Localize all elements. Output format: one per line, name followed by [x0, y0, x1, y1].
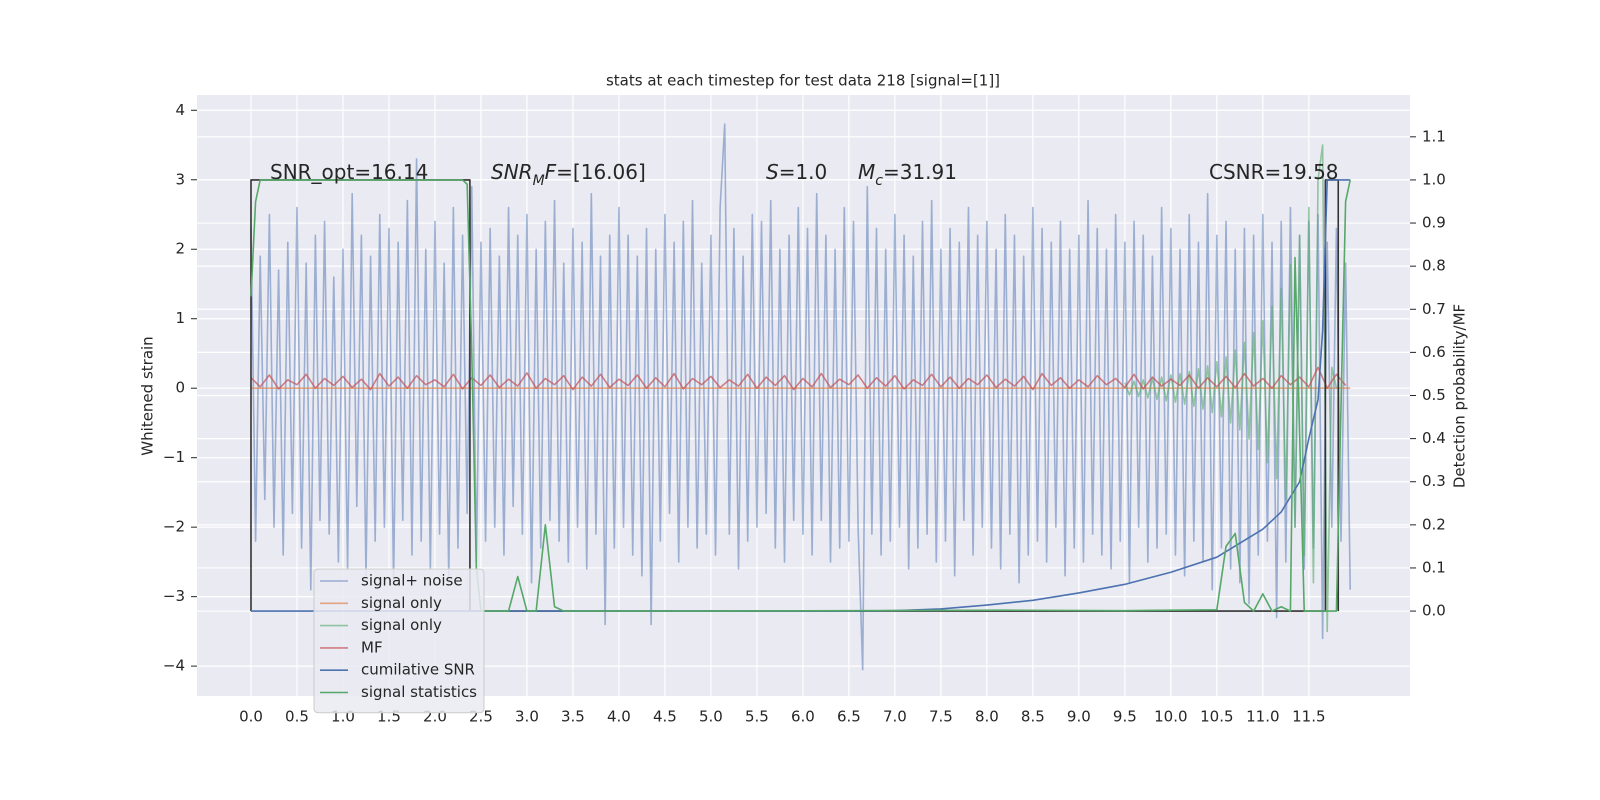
y2-tick-label: 0.2	[1422, 515, 1446, 533]
annotation-part: CSNR=19.58	[1209, 160, 1339, 184]
annotation: S=1.0	[766, 160, 827, 184]
foreground: 0.0 0.5 1.0 1.5 2.0 2.5 3.0 3.5 4.0 4.5 5.0 5.5 6.0 6…	[163, 101, 1446, 726]
x-tick-label: 7.0	[883, 708, 907, 726]
y2-tick-label: 0.5	[1422, 386, 1446, 404]
annotation-part: =[16.06]	[556, 160, 646, 184]
x-tick-label: 3.5	[561, 708, 585, 726]
x-tick-label: 5.0	[699, 708, 723, 726]
y-tick-label: 0	[175, 379, 185, 397]
legend-label: signal+ noise	[361, 572, 463, 590]
x-tick-label: 7.5	[929, 708, 953, 726]
x-tick-label: 10.0	[1154, 708, 1187, 726]
x-tick-label: 3.0	[515, 708, 539, 726]
y-tick-label: −3	[163, 587, 185, 605]
y2-axis-label: Detection probability/MF	[1451, 304, 1469, 488]
x-tick-label: 8.0	[975, 708, 999, 726]
legend-label: signal only	[361, 594, 442, 612]
y2-tick-label: 1.1	[1422, 127, 1446, 145]
x-tick-label: 10.5	[1200, 708, 1233, 726]
annotation: SNR_opt=16.14	[270, 160, 428, 184]
legend: signal+ noise signal only signal only MF cum…	[313, 568, 485, 714]
x-tick-label: 11.0	[1246, 708, 1279, 726]
annotation: Mc=31.91	[858, 160, 957, 190]
annotation-part: c	[875, 173, 883, 189]
y-tick-label: −1	[163, 448, 185, 466]
x-tick-label: 6.5	[837, 708, 861, 726]
annotation-part: =1.0	[779, 160, 828, 184]
annotation-part: F	[545, 160, 557, 184]
y-axis-label: Whitened strain	[139, 336, 157, 455]
x-tick-label: 11.5	[1292, 708, 1325, 726]
y-tick-label: 2	[175, 240, 185, 258]
x-tick-label: 8.5	[1021, 708, 1045, 726]
annotation-part: =31.91	[883, 160, 957, 184]
marks	[250, 123, 1352, 671]
y2-tick-label: 0.8	[1422, 257, 1446, 275]
legend-box	[313, 568, 485, 714]
legend-label: cumilative SNR	[361, 661, 475, 679]
chart-title: stats at each timestep for test data 218…	[606, 72, 1000, 90]
annotation: CSNR=19.58	[1209, 160, 1339, 184]
y-tick-label: −4	[163, 657, 185, 675]
annotation: SNRMF=[16.06]	[491, 160, 646, 190]
y2-tick-label: 0.1	[1422, 558, 1446, 576]
legend-label: signal statistics	[361, 683, 477, 701]
series-line	[250, 123, 1352, 671]
y-tick-label: 1	[175, 309, 185, 327]
y2-tick-label: 0.7	[1422, 300, 1446, 318]
annotation-part: SNR_opt=16.14	[270, 160, 428, 184]
annotation-part: M	[533, 173, 545, 189]
y-tick-label: −2	[163, 518, 185, 536]
y2-tick-label: 0.4	[1422, 429, 1446, 447]
x-tick-label: 9.0	[1067, 708, 1091, 726]
series-line	[250, 179, 1351, 612]
y-tick-label: 3	[175, 170, 185, 188]
y-tick-label: 4	[175, 101, 185, 119]
x-tick-label: 0.5	[285, 708, 309, 726]
x-tick-label: 4.5	[653, 708, 677, 726]
x-tick-label: 5.5	[745, 708, 769, 726]
series-line	[250, 366, 1347, 391]
x-tick-label: 9.5	[1113, 708, 1137, 726]
y2-tick-label: 0.3	[1422, 472, 1446, 490]
y2-tick-label: 1.0	[1422, 170, 1446, 188]
y2-tick-label: 0.0	[1422, 602, 1446, 620]
annotation-part: M	[858, 160, 875, 184]
x-tick-label: 4.0	[607, 708, 631, 726]
y2-tick-label: 0.9	[1422, 214, 1446, 232]
x-tick-label: 6.0	[791, 708, 815, 726]
annotation-part: SNR	[491, 160, 533, 184]
annotation-part: S	[766, 160, 779, 184]
y2-tick-label: 0.6	[1422, 343, 1446, 361]
legend-label: signal only	[361, 616, 442, 634]
legend-label: MF	[361, 638, 383, 656]
series-line	[250, 179, 1351, 612]
x-tick-label: 0.0	[239, 708, 263, 726]
